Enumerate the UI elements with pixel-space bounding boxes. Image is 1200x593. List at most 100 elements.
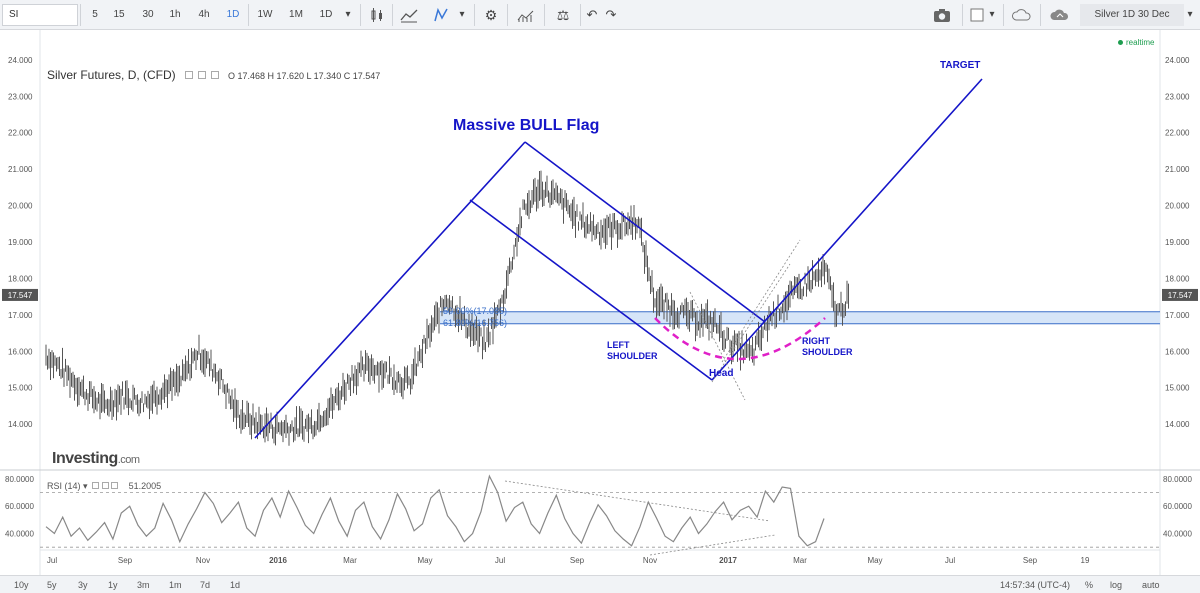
flag-upper-line[interactable]: [524, 141, 766, 323]
rsi-line: [45, 474, 825, 547]
interval-1d-dropdown-button[interactable]: 1D: [319, 9, 333, 20]
gear-icon[interactable]: ⚙: [484, 7, 498, 23]
target-projection-line[interactable]: [711, 78, 983, 381]
compare-icon[interactable]: [513, 4, 539, 26]
chart-layout-title[interactable]: Silver 1D 30 Dec: [1080, 4, 1184, 26]
price-series: [45, 170, 849, 446]
scale-icon[interactable]: ⚖: [556, 7, 570, 23]
time-tick-label: May: [417, 556, 432, 565]
range-3m-button[interactable]: 3m: [137, 580, 150, 590]
chevron-down-icon[interactable]: ▾: [989, 9, 995, 20]
channel-lower-line[interactable]: [711, 263, 791, 383]
last-price-tags: 17.547 17.547: [2, 288, 1198, 301]
right-shoulder-line1: RIGHT: [802, 336, 830, 346]
interval-1d-button[interactable]: 1D: [226, 9, 240, 20]
time-tick-label: Nov: [196, 556, 210, 565]
rsi-tick-label: 40.0000: [1163, 530, 1192, 539]
candlestick-icon[interactable]: [366, 4, 388, 26]
channel-upper-line[interactable]: [721, 239, 801, 363]
price-tick-label: 18.000: [1165, 274, 1190, 283]
range-3y-button[interactable]: 3y: [78, 580, 88, 590]
flagpole-line[interactable]: [254, 141, 526, 439]
log-scale-button[interactable]: log: [1110, 580, 1123, 590]
target-label[interactable]: TARGET: [940, 60, 981, 71]
realtime-label: realtime: [1126, 38, 1155, 47]
price-tick-label: 16.000: [8, 347, 33, 356]
chevron-down-icon[interactable]: ▾: [345, 9, 351, 20]
rsi-tick-label: 80.0000: [1163, 475, 1192, 484]
layout-icon[interactable]: [968, 4, 986, 26]
undo-icon[interactable]: ↶: [586, 7, 598, 22]
chart-canvas[interactable]: 14.000 14.000 15.000 15.000 16.000 16.000 17.0…: [0, 30, 1200, 575]
separator: [1040, 4, 1041, 26]
separator: [962, 4, 963, 26]
close-icon[interactable]: [111, 482, 119, 489]
range-10y-button[interactable]: 10y: [14, 580, 29, 590]
time-tick-label: Sep: [118, 556, 133, 565]
auto-scale-button[interactable]: auto: [1142, 580, 1160, 590]
close-icon[interactable]: [210, 71, 219, 79]
last-price-tag-left: [2, 288, 38, 301]
last-price-tag-right: [1162, 288, 1198, 301]
rsi-lower-trendline[interactable]: [649, 534, 776, 556]
redo-icon[interactable]: ↷: [605, 7, 617, 22]
price-tick-label: 20.000: [1165, 202, 1190, 211]
flag-lower-line[interactable]: [469, 199, 713, 381]
left-shoulder-line1: LEFT: [607, 340, 630, 350]
time-tick-label: Sep: [1023, 556, 1038, 565]
range-7d-button[interactable]: 7d: [200, 580, 211, 590]
interval-5-button[interactable]: 5: [92, 9, 98, 20]
breakout-dotted-line[interactable]: [689, 291, 746, 401]
interval-15-button[interactable]: 15: [113, 9, 125, 20]
time-tick-label: 2017: [719, 556, 737, 565]
logo-main-text: Investing: [52, 450, 118, 467]
percent-scale-button[interactable]: %: [1085, 580, 1094, 590]
settings-icon[interactable]: [197, 71, 206, 79]
range-5y-button[interactable]: 5y: [47, 580, 57, 590]
camera-icon[interactable]: [930, 4, 954, 26]
right-shoulder-label[interactable]: RIGHT SHOULDER: [802, 336, 853, 358]
separator: [580, 4, 581, 26]
time-tick-label: Jul: [47, 556, 57, 565]
interval-1h-button[interactable]: 1h: [169, 9, 181, 20]
cloud-download-icon[interactable]: [1008, 4, 1036, 26]
time-tick-label: Mar: [793, 556, 807, 565]
chevron-down-icon[interactable]: ▾: [83, 481, 88, 491]
symbol-input[interactable]: SI: [2, 4, 78, 26]
range-1m-button[interactable]: 1m: [169, 580, 182, 590]
price-tick-label: 23.000: [1165, 92, 1190, 101]
legend-title: Silver Futures, D, (CFD): [47, 68, 176, 82]
visibility-icon[interactable]: [184, 71, 193, 79]
bull-flag-label[interactable]: Massive BULL Flag: [453, 117, 600, 134]
price-tick-label: 17.000: [1165, 311, 1190, 320]
separator: [474, 4, 475, 26]
cloud-upload-icon[interactable]: [1046, 4, 1074, 26]
visibility-icon[interactable]: [92, 482, 100, 489]
indicators-icon[interactable]: [430, 4, 452, 26]
chart-legend: Silver Futures, D, (CFD) O 17.468 H 17.6…: [47, 68, 380, 82]
interval-4h-button[interactable]: 4h: [198, 9, 210, 20]
head-arc[interactable]: [654, 317, 826, 361]
line-chart-icon[interactable]: [396, 4, 422, 26]
rsi-upper-trendline[interactable]: [504, 480, 771, 522]
price-tick-label: 16.000: [1165, 347, 1190, 356]
time-tick-label: Jul: [495, 556, 505, 565]
price-grid: 14.000 14.000 15.000 15.000 16.000 16.000 17.0…: [8, 56, 1190, 429]
interval-30-button[interactable]: 30: [142, 9, 154, 20]
separator: [360, 4, 361, 26]
range-1d-button[interactable]: 1d: [230, 580, 241, 590]
legend-ohlc: O 17.468 H 17.620 L 17.340 C 17.547: [227, 71, 381, 81]
interval-1w-button[interactable]: 1W: [257, 9, 273, 20]
chart-panel[interactable]: 14.000 14.000 15.000 15.000 16.000 16.000 17.0…: [0, 30, 1200, 575]
chevron-down-icon[interactable]: ▾: [459, 9, 465, 20]
settings-icon[interactable]: [101, 482, 109, 489]
price-tick-label: 22.000: [8, 129, 33, 138]
left-shoulder-label[interactable]: LEFT SHOULDER: [607, 340, 658, 362]
interval-1m-button[interactable]: 1M: [289, 9, 303, 20]
range-1y-button[interactable]: 1y: [108, 580, 118, 590]
left-shoulder-line2: SHOULDER: [607, 351, 658, 361]
fib-retracement-band[interactable]: [440, 311, 1160, 324]
fib-50-label: 50.00%(17.085): [443, 306, 508, 316]
head-label[interactable]: Head: [709, 368, 734, 379]
chevron-down-icon[interactable]: ▾: [1187, 9, 1193, 20]
